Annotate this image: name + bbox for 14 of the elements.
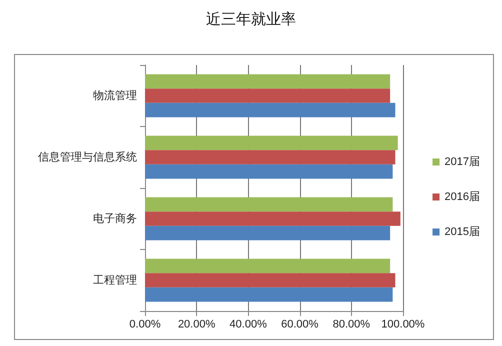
y-tick-label: 电子商务 <box>93 212 137 225</box>
y-tick-label: 工程管理 <box>93 274 137 286</box>
x-tick-label: 100.00% <box>381 318 425 330</box>
legend-label: 2015届 <box>444 226 480 238</box>
x-tick-label: 60.00% <box>281 318 319 330</box>
y-tick-label: 物流管理 <box>93 88 137 102</box>
y-tick-label: 信息管理与信息系统 <box>38 150 137 164</box>
legend-label: 2017届 <box>444 156 480 168</box>
chart-title: 近三年就业率 <box>205 10 297 29</box>
legend-label: 2016届 <box>444 191 480 203</box>
x-tick-label: 20.00% <box>178 318 216 330</box>
x-tick-label: 0.00% <box>129 318 161 330</box>
x-tick-label: 80.00% <box>332 318 370 330</box>
x-tick-label: 40.00% <box>230 318 268 330</box>
